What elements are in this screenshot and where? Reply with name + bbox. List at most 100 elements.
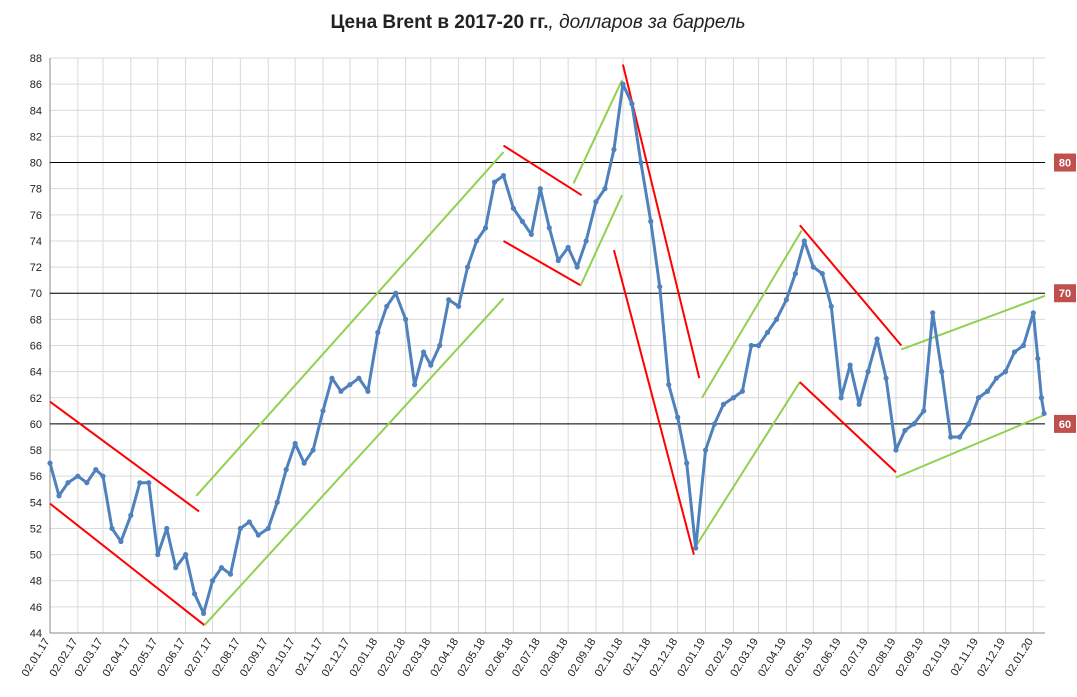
price-point bbox=[957, 434, 963, 440]
title: Цена Brent в 2017-20 гг. bbox=[330, 12, 548, 33]
price-point bbox=[693, 545, 699, 551]
price-point bbox=[865, 369, 871, 375]
reference-label-box bbox=[1054, 153, 1076, 172]
price-point bbox=[310, 447, 316, 453]
price-point bbox=[283, 467, 289, 473]
price-point bbox=[911, 421, 917, 427]
price-point bbox=[482, 225, 489, 231]
trend-line bbox=[49, 400, 200, 513]
trend-line bbox=[799, 381, 897, 473]
price-point bbox=[75, 473, 81, 479]
price-point bbox=[1041, 410, 1047, 417]
price-point bbox=[393, 290, 399, 296]
price-point bbox=[555, 257, 561, 264]
price-point bbox=[537, 186, 543, 192]
y-tick-label: 78 bbox=[30, 184, 42, 196]
y-tick-label: 62 bbox=[30, 393, 42, 405]
price-point bbox=[638, 159, 644, 166]
y-tick-label: 54 bbox=[30, 497, 42, 509]
price-point bbox=[711, 421, 718, 427]
trend-line bbox=[195, 151, 505, 497]
y-tick-label: 80 bbox=[30, 158, 42, 170]
price-point bbox=[546, 225, 552, 231]
price-point bbox=[237, 525, 243, 532]
trend-line bbox=[799, 224, 903, 347]
price-point bbox=[500, 173, 507, 179]
y-tick-label: 48 bbox=[30, 576, 42, 588]
price-point bbox=[347, 382, 353, 388]
price-point bbox=[473, 238, 480, 244]
y-tick-label: 46 bbox=[30, 602, 42, 614]
reference-label: 80 bbox=[1059, 158, 1071, 170]
price-point bbox=[730, 395, 736, 401]
price-point bbox=[274, 499, 280, 505]
price-point bbox=[657, 284, 663, 290]
price-point bbox=[893, 447, 899, 453]
price-point bbox=[1002, 369, 1009, 375]
y-tick-label: 64 bbox=[30, 367, 42, 379]
price-line bbox=[48, 82, 1046, 615]
price-point bbox=[620, 81, 626, 87]
price-point bbox=[292, 440, 298, 447]
price-point bbox=[528, 231, 534, 238]
price-point bbox=[218, 565, 225, 571]
y-tick-label: 44 bbox=[30, 628, 42, 640]
price-point bbox=[902, 427, 908, 434]
price-point bbox=[593, 199, 599, 205]
reference-label: 60 bbox=[1059, 419, 1071, 431]
price-point bbox=[301, 460, 307, 466]
price-point bbox=[1011, 349, 1018, 355]
reference-label-box bbox=[1054, 284, 1076, 303]
trend-line bbox=[900, 294, 1046, 351]
price-point bbox=[856, 401, 862, 407]
price-point bbox=[666, 382, 672, 388]
trend-line bbox=[579, 194, 623, 286]
price-point bbox=[200, 610, 207, 616]
trend-line bbox=[502, 240, 582, 287]
price-point bbox=[702, 447, 709, 453]
price-point bbox=[191, 591, 198, 597]
price-point bbox=[874, 336, 880, 342]
price-point bbox=[109, 525, 115, 532]
price-point bbox=[428, 362, 434, 368]
price-point bbox=[246, 519, 252, 525]
price-point bbox=[173, 565, 179, 571]
trend-line bbox=[612, 249, 695, 555]
price-point bbox=[819, 271, 825, 277]
price-point bbox=[491, 179, 498, 185]
price-point bbox=[365, 388, 371, 394]
price-point bbox=[47, 460, 53, 466]
y-tick-label: 70 bbox=[30, 288, 42, 300]
price-point bbox=[446, 297, 452, 303]
price-point bbox=[648, 218, 654, 224]
price-point bbox=[146, 480, 152, 486]
y-tick-label: 68 bbox=[30, 314, 42, 326]
price-point bbox=[755, 342, 762, 349]
reference-label: 70 bbox=[1059, 288, 1071, 300]
price-point bbox=[966, 421, 972, 427]
price-point bbox=[164, 525, 170, 532]
price-point bbox=[828, 303, 834, 309]
y-tick-label: 72 bbox=[30, 262, 42, 274]
price-point bbox=[574, 264, 580, 270]
price-point bbox=[93, 467, 99, 473]
price-point bbox=[565, 244, 571, 251]
price-point bbox=[411, 382, 418, 388]
price-point bbox=[338, 388, 344, 394]
y-tick-label: 74 bbox=[30, 236, 42, 248]
price-point bbox=[100, 473, 106, 479]
price-point bbox=[939, 369, 945, 375]
price-point bbox=[883, 375, 889, 381]
y-tick-label: 86 bbox=[30, 79, 42, 91]
price-point bbox=[975, 395, 982, 401]
price-point bbox=[930, 310, 936, 316]
price-point bbox=[1038, 395, 1045, 401]
price-point bbox=[1035, 355, 1041, 362]
price-point bbox=[1030, 310, 1036, 316]
trend-line bbox=[49, 502, 206, 626]
price-point bbox=[437, 342, 443, 349]
price-point bbox=[993, 375, 1000, 381]
price-point bbox=[838, 395, 844, 401]
trend-line bbox=[895, 413, 1046, 479]
subtitle: , долларов за баррель bbox=[549, 12, 746, 33]
